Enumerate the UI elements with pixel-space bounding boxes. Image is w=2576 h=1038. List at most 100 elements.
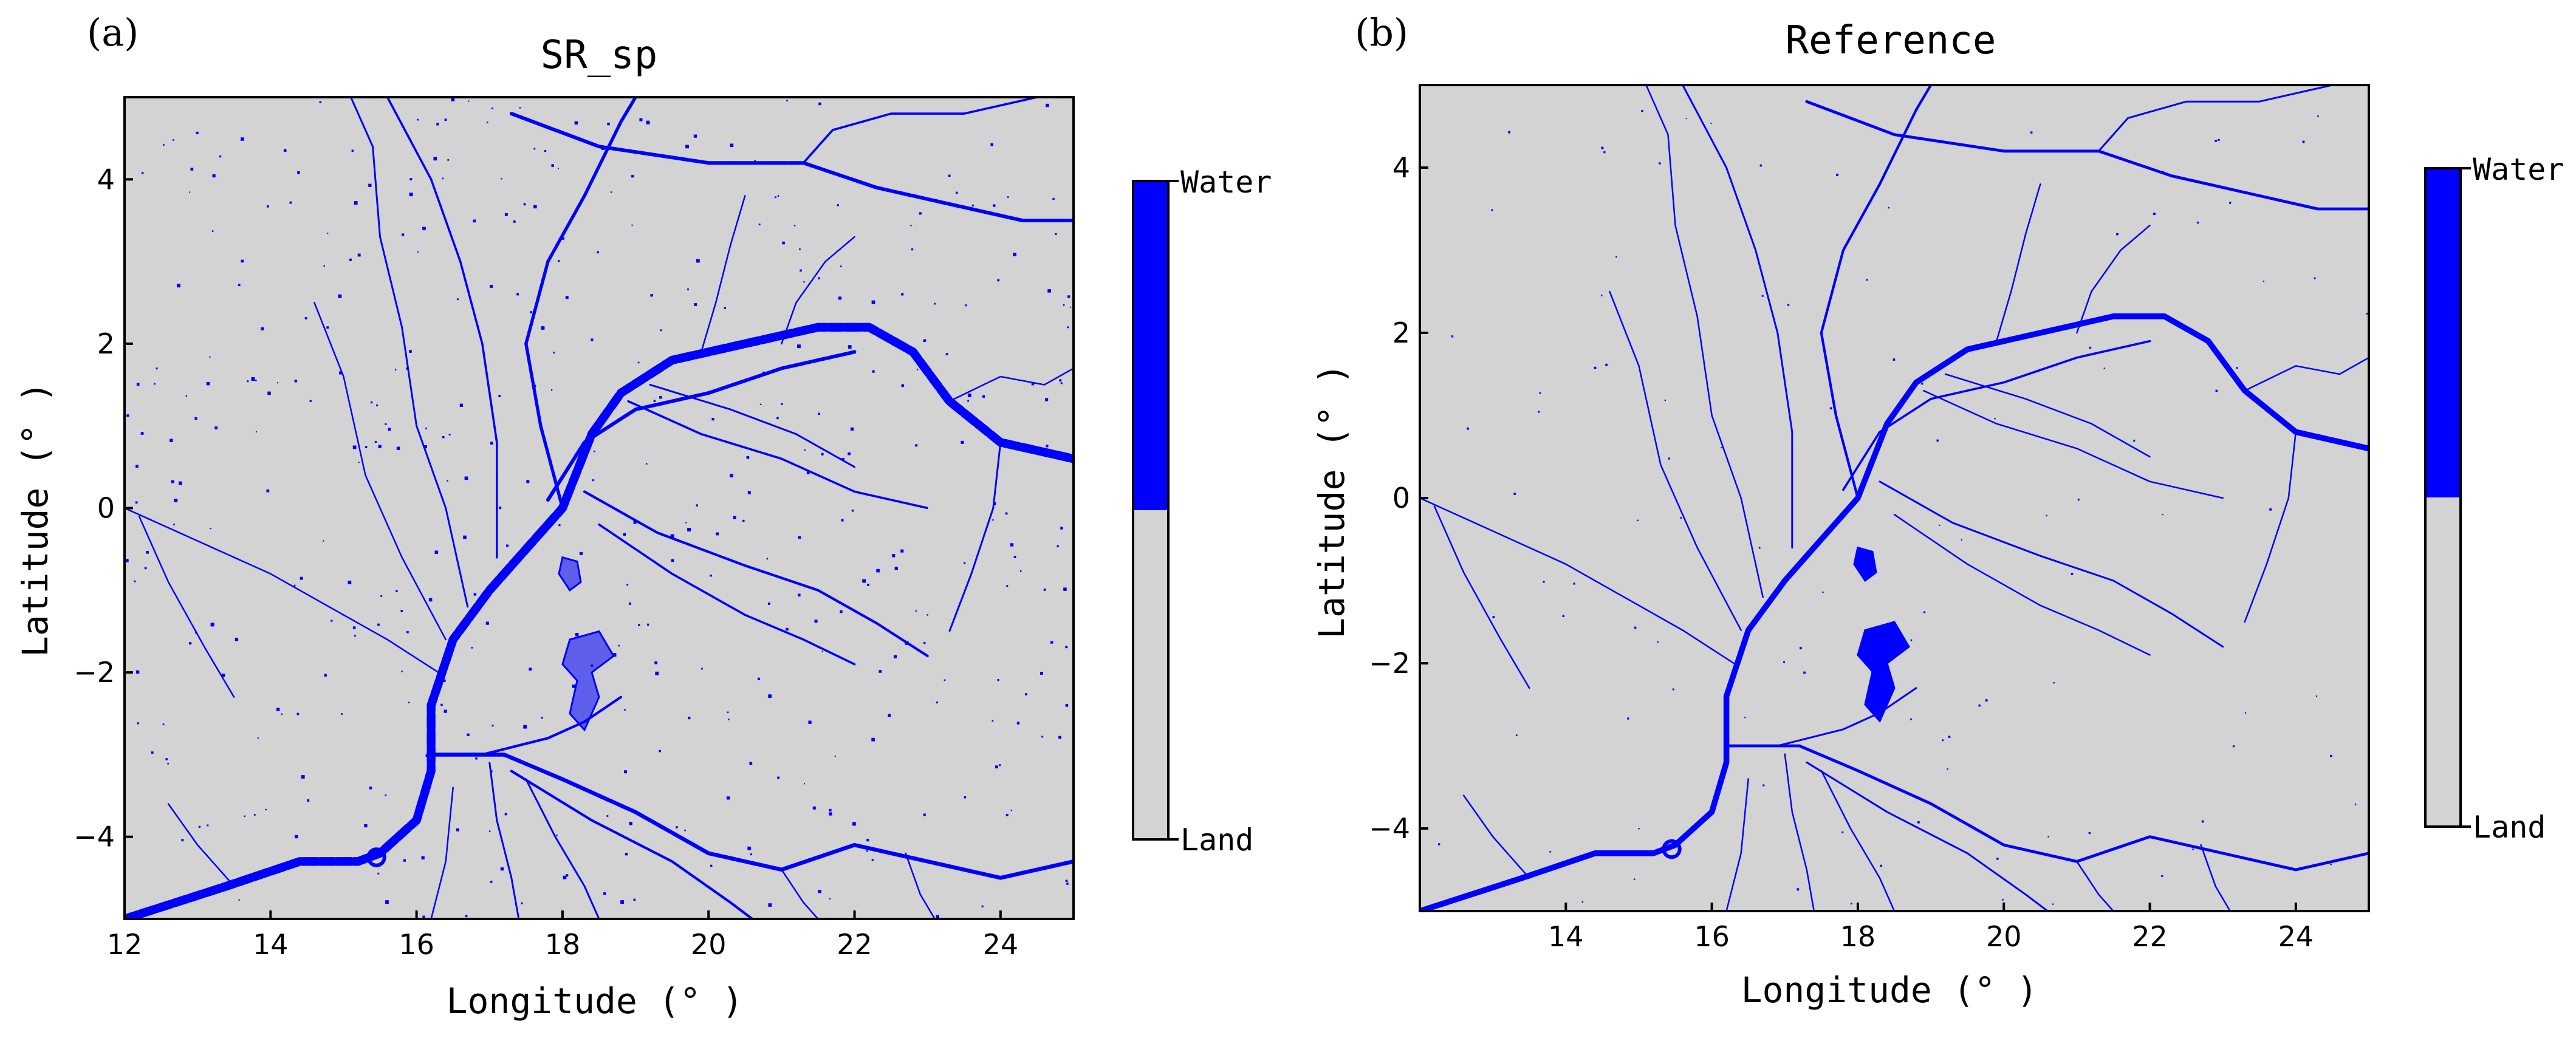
water-pixel xyxy=(956,191,958,194)
water-pixel xyxy=(266,489,270,493)
water-pixel xyxy=(422,227,426,231)
water-pixel xyxy=(368,183,372,187)
water-pixel xyxy=(1923,611,1926,613)
river-south-trib xyxy=(430,787,454,919)
water-pixel xyxy=(173,524,175,525)
river-inner-anabranch xyxy=(546,350,857,502)
water-pixel xyxy=(693,134,697,138)
panel-b-colorbar-water xyxy=(2425,168,2461,497)
panel-a-y-axis-title: Latitude (° ) xyxy=(15,381,56,657)
water-pixel xyxy=(631,224,633,226)
water-pixel xyxy=(1601,146,1604,149)
water-pixel xyxy=(468,100,470,102)
water-pixel xyxy=(2053,682,2055,684)
water-pixel xyxy=(776,417,779,420)
water-pixel xyxy=(422,915,425,918)
water-pixel xyxy=(523,203,526,206)
map-background xyxy=(125,97,1074,919)
water-pixel xyxy=(401,671,403,672)
water-pixel xyxy=(558,505,561,508)
river-far-east-trib-2 xyxy=(948,367,1074,402)
water-pixel xyxy=(612,653,617,657)
water-pixel xyxy=(607,122,610,126)
water-pixel xyxy=(837,204,839,207)
water-pixel xyxy=(167,762,169,765)
water-pixel xyxy=(786,627,789,631)
water-pixel xyxy=(654,661,658,664)
water-pixel xyxy=(428,765,431,767)
river-west-trib-2 xyxy=(1433,505,1530,689)
water-pixel xyxy=(945,353,948,355)
water-pixel xyxy=(365,446,368,448)
water-pixel xyxy=(601,146,605,150)
water-pixel xyxy=(594,450,595,452)
water-pixel xyxy=(2153,213,2156,216)
water-pixel xyxy=(934,302,936,305)
water-pixel xyxy=(1055,233,1057,236)
water-pixel xyxy=(639,151,642,154)
water-pixel xyxy=(504,813,507,816)
y-tick-label: −2 xyxy=(74,656,115,689)
water-pixel xyxy=(348,581,352,584)
water-pixel xyxy=(999,764,1001,767)
water-pixel xyxy=(294,380,297,383)
river-mid-north-trib-2 xyxy=(781,236,855,345)
water-pixel xyxy=(2330,754,2332,757)
water-pixel xyxy=(385,423,387,425)
water-pixel xyxy=(1052,197,1055,200)
water-pixel xyxy=(1893,358,1896,361)
water-pixel xyxy=(2201,820,2204,823)
water-pixel xyxy=(177,284,180,288)
water-pixel xyxy=(212,174,216,178)
water-pixel xyxy=(151,751,154,754)
river-west-trib-3 xyxy=(1462,794,1530,879)
water-pixel xyxy=(626,584,629,586)
water-pixel xyxy=(488,830,491,832)
x-tick-label: 14 xyxy=(253,928,289,961)
river-north-east-upper xyxy=(802,97,1038,165)
river-kasai-north xyxy=(1725,744,2369,872)
water-pixel xyxy=(556,835,558,836)
water-pixel xyxy=(633,521,637,524)
y-tick-label: 4 xyxy=(97,163,115,196)
water-pixel xyxy=(901,384,905,388)
water-pixel xyxy=(1562,615,1564,617)
water-pixel xyxy=(1851,903,1852,905)
water-pixel xyxy=(241,259,244,263)
river-kasai-south xyxy=(1806,761,2049,911)
water-pixel xyxy=(210,528,211,530)
water-pixel xyxy=(2317,115,2319,117)
water-pixel xyxy=(434,550,439,555)
panel-b-colorbar-water-label: Water xyxy=(2473,152,2564,187)
panel-b-colorbar: Water Land xyxy=(2424,152,2564,845)
water-pixel xyxy=(1063,304,1065,306)
water-pixel xyxy=(965,304,967,307)
water-pixel xyxy=(498,395,501,397)
water-pixel xyxy=(135,670,140,674)
water-pixel xyxy=(377,623,380,626)
water-pixel xyxy=(1041,736,1044,738)
water-pixel xyxy=(214,426,218,429)
water-pixel xyxy=(936,702,938,704)
water-pixel xyxy=(804,783,805,785)
river-kasai-south xyxy=(510,770,754,919)
water-pixel xyxy=(2052,903,2054,905)
water-pixel xyxy=(1538,411,1540,413)
water-pixel xyxy=(300,576,303,580)
water-pixel xyxy=(238,284,241,287)
water-pixel xyxy=(638,624,640,626)
water-pixel xyxy=(1961,539,1962,541)
lake-mai-ndombe xyxy=(561,630,615,732)
water-pixel xyxy=(1994,418,1996,420)
water-pixel xyxy=(566,874,569,877)
water-pixel xyxy=(754,160,756,162)
water-pixel xyxy=(154,383,156,385)
water-pixel xyxy=(338,294,342,298)
water-pixel xyxy=(1664,399,1666,401)
water-pixel xyxy=(766,558,769,560)
water-pixel xyxy=(1581,901,1584,903)
map-panel-a xyxy=(123,96,1075,920)
water-pixel xyxy=(893,655,897,658)
water-pixel xyxy=(1601,295,1603,296)
scattered-water-pixels xyxy=(1437,109,2368,905)
